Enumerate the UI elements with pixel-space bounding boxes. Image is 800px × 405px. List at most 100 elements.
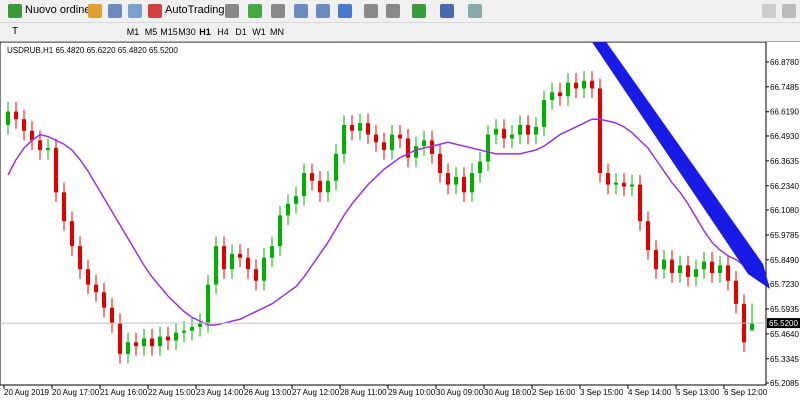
timeframe-button[interactable]: H4 (217, 27, 229, 37)
candle-body (734, 280, 738, 304)
candle-body (366, 123, 370, 135)
x-tick-label: 22 Aug 15:00 (148, 388, 196, 397)
candle-body (46, 148, 50, 150)
candle-body (318, 180, 322, 193)
timeframe-button[interactable]: M1 (126, 27, 140, 37)
candle-body (462, 176, 466, 193)
x-tick-label: 3 Sep 15:00 (580, 388, 624, 397)
tool-icon[interactable] (108, 4, 122, 18)
candle-body (182, 330, 186, 333)
plot-frame (0, 42, 767, 386)
timeframe-button[interactable]: W1 (252, 27, 266, 37)
candle-body (710, 261, 714, 274)
candle-body (302, 173, 306, 197)
y-tick-label: 65.2085 (770, 379, 799, 388)
candle-body (198, 323, 202, 327)
candle-body (518, 125, 522, 135)
new-order-button[interactable]: Nuovo ordine (25, 4, 91, 16)
candle-body (358, 123, 362, 131)
zoom-in[interactable] (294, 4, 308, 18)
tool-icon[interactable] (225, 4, 239, 18)
candle-body (574, 82, 578, 89)
candle-body (38, 140, 42, 150)
candle-body (654, 250, 658, 270)
y-tick-label: 65.4640 (770, 330, 799, 339)
y-tick-label: 66.6190 (770, 108, 799, 117)
timeframe-toolbar: T M1 M5 M15M30 H1 H4 D1 W1 MN (0, 23, 800, 42)
tile[interactable] (338, 4, 352, 18)
timeframe-button[interactable]: H1 (199, 27, 211, 37)
candle-body (398, 134, 402, 139)
candle-body (334, 153, 338, 181)
candle-body (694, 269, 698, 277)
x-tick-label: 5 Sep 13:00 (676, 388, 720, 397)
tool-icon[interactable] (468, 4, 482, 18)
tool-icon[interactable] (88, 4, 102, 18)
candle-body (502, 128, 506, 139)
autotrading-icon[interactable] (148, 4, 162, 18)
tool-icon[interactable] (386, 4, 400, 18)
price-box (767, 318, 800, 329)
candle-body (270, 246, 274, 258)
chart: USDRUB,H1 65.4820 65.6220 65.4820 65.520… (0, 42, 800, 397)
candle-body (510, 134, 514, 139)
candle-body (454, 176, 458, 185)
candle-body (158, 336, 162, 347)
candle-body (678, 265, 682, 274)
tool-icon[interactable] (128, 4, 142, 18)
candle-body (150, 338, 154, 347)
menu[interactable] (782, 4, 796, 18)
candle-body (22, 119, 26, 131)
trend-arrow (592, 42, 770, 289)
timeframe-button[interactable]: D1 (235, 27, 247, 37)
candle-body (638, 184, 642, 222)
candle-body (558, 92, 562, 97)
zoom-out[interactable] (316, 4, 330, 18)
candle-body (246, 257, 250, 270)
x-tick-label: 2 Sep 16:00 (532, 388, 576, 397)
candle-body (86, 269, 90, 285)
tool-icon[interactable] (271, 4, 285, 18)
candle-body (286, 203, 290, 216)
candle-body (54, 148, 58, 193)
new-order-icon[interactable] (8, 4, 22, 18)
timeframe-button[interactable]: MN (270, 27, 284, 37)
tool-icon[interactable] (248, 4, 262, 18)
timeframe-button[interactable]: M15 (160, 27, 178, 37)
y-tick-label: 65.7230 (770, 280, 799, 289)
y-tick-label: 66.3635 (770, 157, 799, 166)
candle-body (478, 161, 482, 174)
candle-body (206, 284, 210, 324)
candle-body (374, 134, 378, 143)
timeframe-button[interactable]: M5 (144, 27, 158, 37)
y-tick-label: 65.9785 (770, 231, 799, 240)
x-tick-label: 28 Aug 11:00 (340, 388, 387, 397)
search[interactable] (762, 4, 776, 18)
x-tick-label: 27 Aug 12:00 (292, 388, 340, 397)
candle-body (582, 80, 586, 89)
x-tick-label: 26 Aug 13:00 (244, 388, 292, 397)
tool-icon[interactable] (412, 4, 426, 18)
candle-body (566, 82, 570, 97)
x-tick-label: 20 Aug 17:00 (52, 388, 100, 397)
candle-body (30, 130, 34, 141)
y-tick-label: 65.8490 (770, 256, 799, 265)
timeframe-button[interactable]: M30 (178, 27, 196, 37)
y-tick-label: 66.7485 (770, 83, 799, 92)
candle-body (622, 182, 626, 187)
x-tick-label: 20 Aug 2019 (4, 388, 49, 397)
autotrading-button[interactable]: AutoTrading (165, 4, 225, 16)
tool-icon[interactable] (364, 4, 378, 18)
candle-body (726, 265, 730, 281)
y-tick-label: 65.5935 (770, 305, 799, 314)
candle-body (190, 326, 194, 331)
candle-body (342, 125, 346, 154)
text-tool[interactable]: T (12, 26, 19, 37)
x-tick-label: 29 Aug 10:00 (388, 388, 436, 397)
candle-body (486, 134, 490, 162)
chart-title: USDRUB,H1 65.4820 65.6220 65.4820 65.520… (7, 46, 178, 55)
moving-average (7, 118, 753, 326)
candle-body (526, 125, 530, 135)
tool-icon[interactable] (440, 4, 454, 18)
x-tick-label: 4 Sep 14:00 (628, 388, 672, 397)
